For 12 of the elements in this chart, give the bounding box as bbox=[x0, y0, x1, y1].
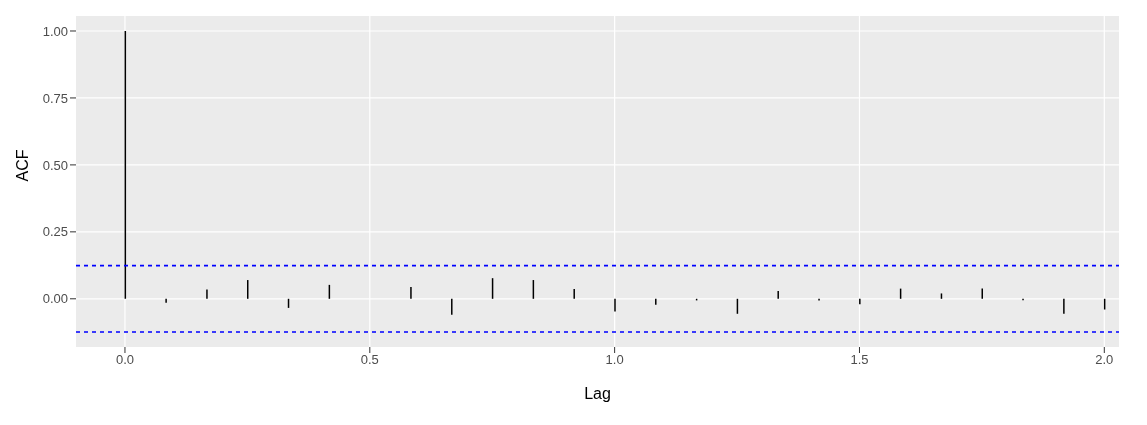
x-tick-label: 1.5 bbox=[850, 352, 869, 368]
x-axis-title: Lag bbox=[584, 385, 611, 402]
y-tick-label: 0.25 bbox=[42, 224, 68, 240]
x-tick-label: 2.0 bbox=[1095, 352, 1114, 368]
y-tick-label: 1.00 bbox=[42, 23, 68, 39]
y-tick-label: 0.00 bbox=[42, 291, 68, 307]
x-tick-label: 0.5 bbox=[360, 352, 379, 368]
y-tick-label: 0.50 bbox=[42, 157, 68, 173]
x-tick-label: 1.0 bbox=[605, 352, 624, 368]
x-tick-label: 0.0 bbox=[115, 352, 135, 368]
y-axis-title: ACF bbox=[13, 149, 31, 182]
y-tick-label: 0.75 bbox=[42, 90, 68, 106]
